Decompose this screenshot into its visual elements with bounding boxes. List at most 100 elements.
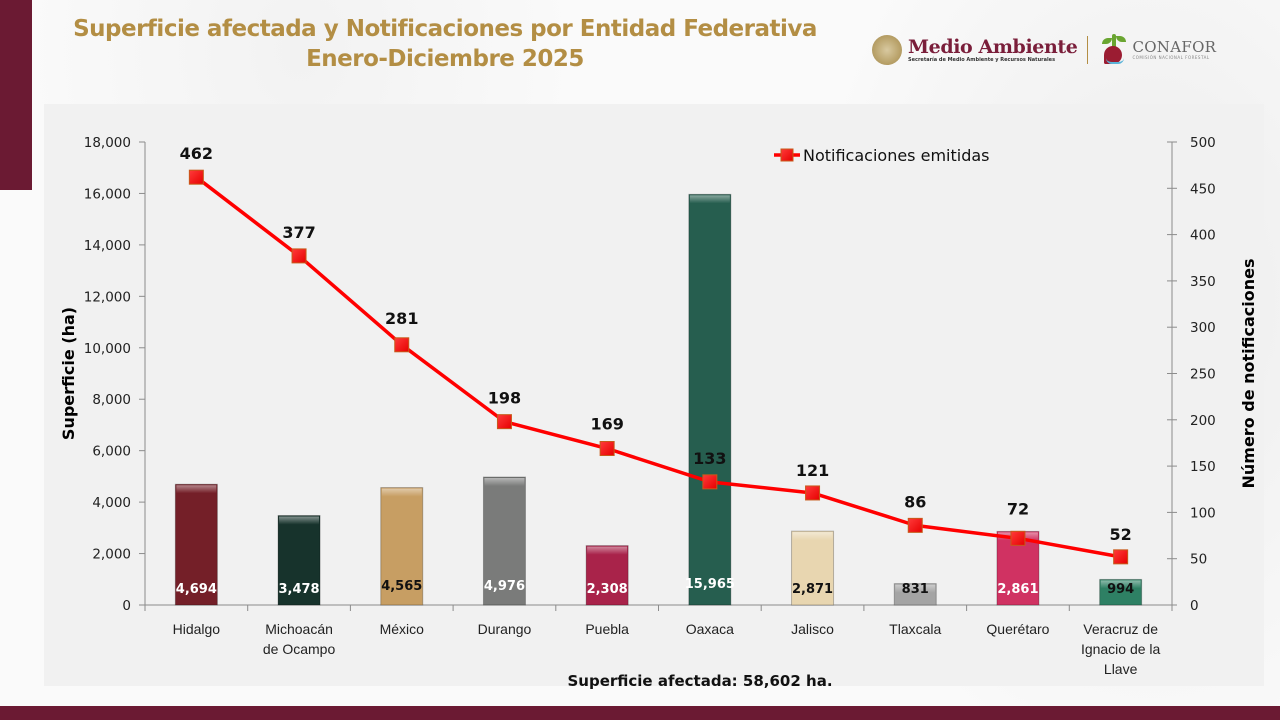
y2-tick-label: 450 — [1190, 181, 1216, 197]
legend-marker-icon — [780, 148, 794, 162]
medio-ambiente-title: Medio Ambiente — [908, 35, 1078, 58]
bar — [482, 476, 526, 606]
y-tick-label: 6,000 — [92, 444, 131, 460]
x-tick-label: Querétaro — [986, 621, 1049, 637]
bar-value-label: 994 — [1107, 582, 1134, 597]
y-tick-label: 18,000 — [84, 135, 131, 151]
conafor-tree-icon — [1100, 34, 1128, 66]
y2-tick-label: 400 — [1190, 228, 1216, 244]
line-marker — [599, 441, 615, 457]
bar-highlight — [895, 584, 936, 593]
line-marker — [1010, 530, 1026, 546]
line-marker — [291, 248, 307, 264]
bar-value-label: 4,976 — [484, 579, 525, 594]
y2-tick-label: 200 — [1190, 413, 1216, 429]
x-tick-label: Hidalgo — [173, 621, 221, 637]
bar-value-label: 15,965 — [685, 577, 735, 592]
line-value-label: 377 — [282, 223, 315, 242]
bar-value-label: 2,308 — [587, 582, 628, 597]
line-marker — [188, 169, 204, 185]
bar-highlight — [689, 195, 730, 204]
x-tick-label: Puebla — [585, 621, 629, 637]
line-marker — [805, 485, 821, 501]
bar — [585, 545, 629, 606]
y2-tick-label: 350 — [1190, 274, 1216, 290]
line-value-label: 281 — [385, 309, 418, 328]
bar-value-label: 4,694 — [176, 582, 217, 597]
line-series — [195, 175, 1121, 559]
bar-highlight — [587, 546, 628, 555]
bar-value-label: 831 — [902, 582, 929, 597]
logo-separator — [1087, 36, 1089, 64]
bar — [791, 530, 835, 606]
conafor-title: CONAFOR — [1132, 38, 1217, 56]
y2-tick-label: 500 — [1190, 135, 1216, 151]
medio-ambiente-logo: Medio Ambiente Secretaría de Medio Ambie… — [908, 35, 1078, 64]
line-value-label: 86 — [904, 492, 926, 511]
x-tick-label: Oaxaca — [686, 621, 734, 637]
bar-value-label: 4,565 — [381, 579, 422, 594]
line-value-label: 169 — [590, 415, 623, 434]
bar — [688, 193, 732, 606]
y-tick-label: 12,000 — [84, 289, 131, 305]
x-tick-label: México — [380, 621, 425, 637]
x-tick-label: Tlaxcala — [889, 621, 941, 637]
x-tick-label: Jalisco — [791, 621, 834, 637]
bar — [380, 487, 424, 606]
y-tick-label: 10,000 — [84, 341, 131, 357]
chart-legend: Notificaciones emitidas — [774, 146, 989, 165]
left-brand-band — [0, 0, 32, 190]
bar-highlight — [792, 532, 833, 541]
bar — [277, 515, 321, 606]
y-axis-title: Superficie (ha) — [59, 307, 78, 440]
bar-highlight — [381, 488, 422, 497]
page-title: Superficie afectada y Notificaciones por… — [40, 14, 850, 74]
title-line-2: Enero-Diciembre 2025 — [306, 46, 584, 72]
line-value-label: 72 — [1007, 499, 1029, 518]
y2-tick-label: 50 — [1190, 552, 1207, 568]
y2-tick-label: 100 — [1190, 505, 1216, 521]
y2-tick-label: 150 — [1190, 459, 1216, 475]
logos: Medio Ambiente Secretaría de Medio Ambie… — [872, 30, 1216, 70]
bar — [174, 483, 218, 606]
chart-panel — [44, 104, 1264, 686]
line-marker — [394, 337, 410, 353]
conafor-logo: CONAFOR COMISIÓN NACIONAL FORESTAL — [1132, 39, 1216, 61]
conafor-subtitle: COMISIÓN NACIONAL FORESTAL — [1132, 55, 1210, 60]
y-tick-label: 4,000 — [92, 495, 131, 511]
line-marker — [907, 517, 923, 533]
y2-axis-title: Número de notificaciones — [1239, 258, 1258, 488]
line-value-label: 198 — [488, 389, 521, 408]
line-value-label: 133 — [693, 449, 726, 468]
line-marker — [496, 414, 512, 430]
bar-value-label: 2,861 — [997, 582, 1038, 597]
y2-tick-label: 300 — [1190, 320, 1216, 336]
bar-highlight — [176, 485, 217, 494]
y2-tick-label: 0 — [1190, 598, 1199, 614]
y-tick-label: 8,000 — [92, 392, 131, 408]
y-tick-label: 14,000 — [84, 238, 131, 254]
y2-tick-label: 250 — [1190, 367, 1216, 383]
bar-highlight — [279, 516, 320, 525]
mexico-seal-icon — [872, 35, 902, 65]
x-tick-label: Michoacán de Ocampo — [263, 621, 336, 657]
bar-highlight — [1100, 580, 1141, 589]
line-value-label: 52 — [1110, 525, 1132, 544]
title-line-1: Superficie afectada y Notificaciones por… — [73, 16, 817, 42]
total-area-label: Superficie afectada: 58,602 ha. — [567, 672, 833, 690]
bottom-brand-band — [0, 706, 1280, 720]
bar-highlight — [484, 478, 525, 487]
legend-label: Notificaciones emitidas — [803, 146, 989, 165]
line-marker — [1113, 549, 1129, 565]
medio-ambiente-subtitle: Secretaría de Medio Ambiente y Recursos … — [908, 56, 1056, 63]
bar-value-label: 3,478 — [278, 582, 319, 597]
x-tick-label: Veracruz de Ignacio de la Llave — [1081, 621, 1161, 677]
bar-value-label: 2,871 — [792, 582, 833, 597]
line-marker — [702, 474, 718, 490]
line-value-label: 121 — [796, 461, 829, 480]
x-tick-label: Durango — [478, 621, 532, 637]
y-tick-label: 0 — [122, 598, 131, 614]
y-tick-label: 2,000 — [92, 547, 131, 563]
y-tick-label: 16,000 — [84, 186, 131, 202]
